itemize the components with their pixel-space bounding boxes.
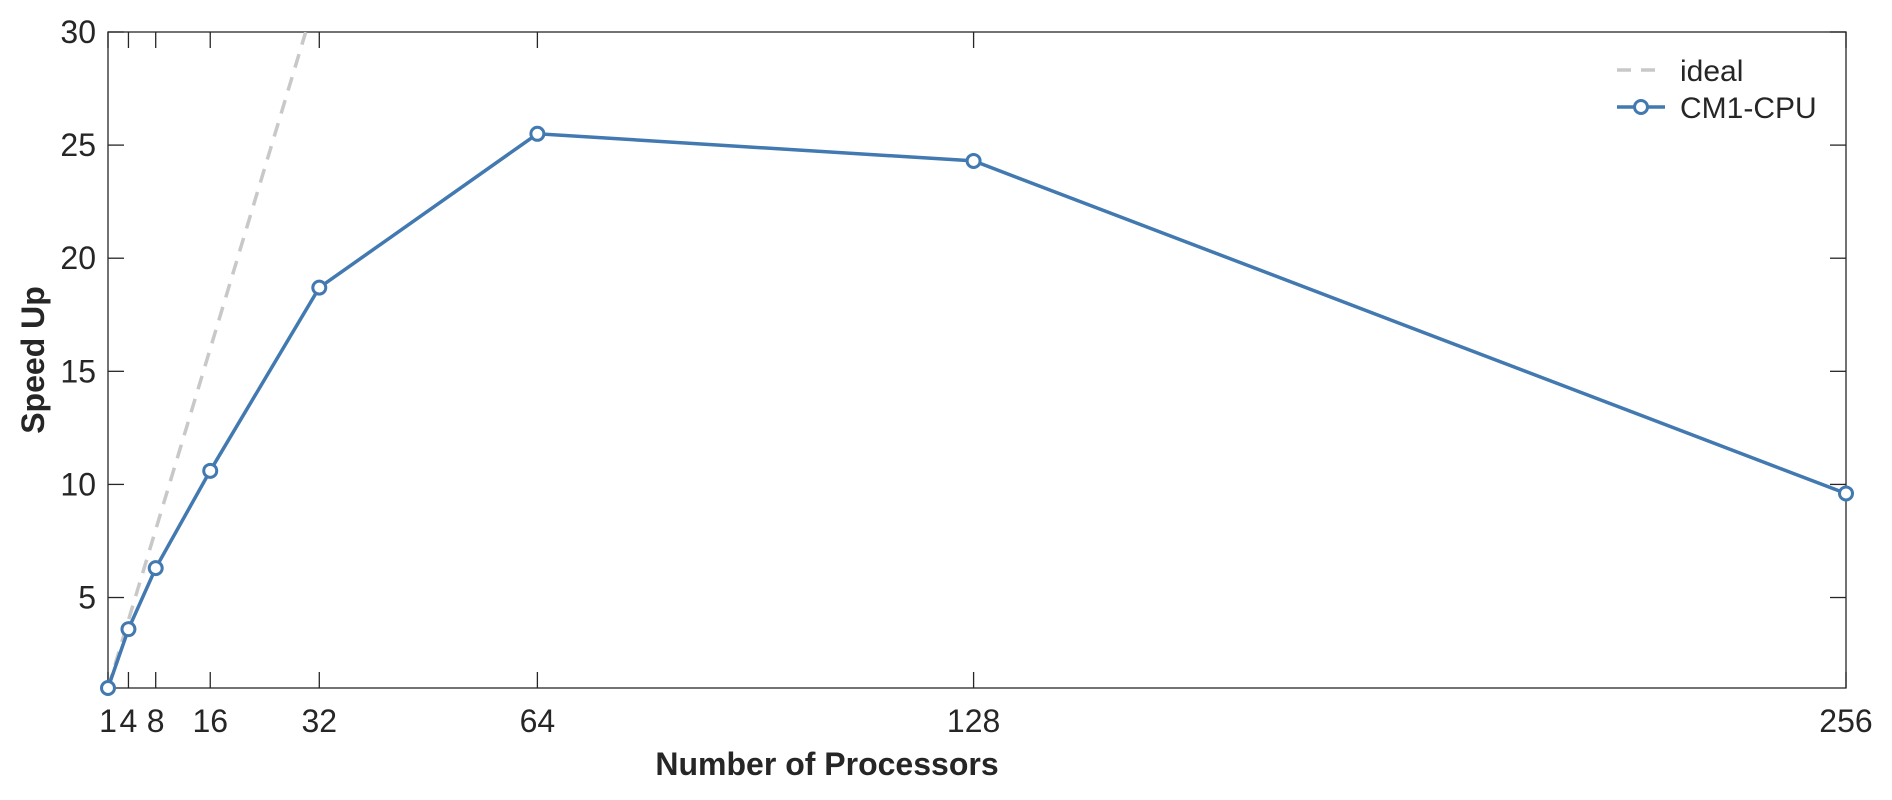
y-axis-title: Speed Up xyxy=(15,286,51,434)
x-axis-title: Number of Processors xyxy=(655,746,998,782)
x-tick-label: 256 xyxy=(1819,703,1872,739)
series-line-ideal xyxy=(108,32,308,688)
data-point xyxy=(965,152,982,169)
x-tick-label: 4 xyxy=(120,703,138,739)
x-tick-label: 128 xyxy=(947,703,1000,739)
y-tick-label: 25 xyxy=(60,127,96,163)
plot-area-frame xyxy=(107,31,1847,689)
x-tick-label: 32 xyxy=(301,703,337,739)
x-tick-label: 64 xyxy=(520,703,556,739)
y-tick-label: 15 xyxy=(60,353,96,389)
y-tick-label: 10 xyxy=(60,466,96,502)
data-point xyxy=(147,560,164,577)
legend-marker xyxy=(1633,99,1649,115)
legend-label: ideal xyxy=(1680,55,1743,88)
data-point xyxy=(311,279,328,296)
y-tick-label: 20 xyxy=(60,240,96,276)
data-point xyxy=(100,680,116,696)
y-tick-label: 30 xyxy=(60,14,96,50)
x-tick-label: 16 xyxy=(192,703,228,739)
data-point xyxy=(120,621,137,638)
x-tick-label: 8 xyxy=(147,703,165,739)
data-point xyxy=(1838,485,1854,502)
data-point xyxy=(202,462,219,479)
y-tick-label: 5 xyxy=(78,580,96,616)
data-point xyxy=(529,125,546,142)
x-tick-label: 1 xyxy=(99,703,117,739)
series-line-cm1-cpu xyxy=(108,132,1846,688)
legend-label: CM1-CPU xyxy=(1680,92,1817,125)
